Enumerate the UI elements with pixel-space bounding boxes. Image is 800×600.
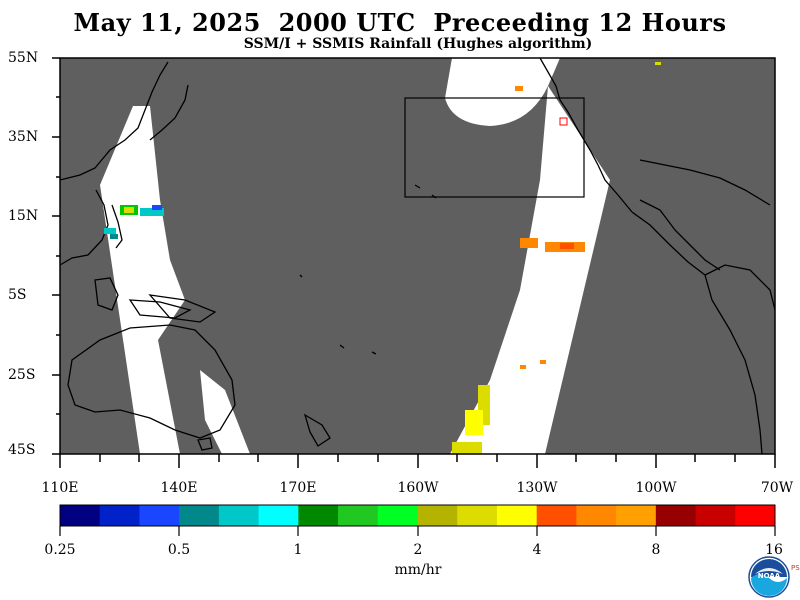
rain-patch <box>540 360 546 364</box>
color-scale-cell <box>298 505 339 526</box>
color-scale-cell <box>377 505 418 526</box>
lon-ticks <box>59 454 776 468</box>
lat-label: 5S <box>8 287 27 303</box>
map-title: May 11, 2025 2000 UTC Preceeding 12 Hour… <box>73 8 727 37</box>
zoom-region-box <box>404 97 585 198</box>
west-swath <box>100 106 185 454</box>
scale-tick-label: 0.25 <box>44 542 76 558</box>
psl-mark: PSL <box>791 564 800 572</box>
color-scale-cell <box>258 505 299 526</box>
noaa-logo: NOAA <box>748 556 790 598</box>
color-scale-cell <box>218 505 260 526</box>
rain-patch <box>520 238 538 248</box>
lon-label: 140E <box>160 480 198 496</box>
lat-label: 55N <box>8 50 39 66</box>
rain-patch <box>124 207 134 213</box>
color-scale-cell <box>576 505 617 526</box>
scale-tick-label: 1 <box>293 542 303 558</box>
color-scale-cell <box>179 505 220 526</box>
color-scale-cell <box>536 505 577 526</box>
scale-tick-label: 4 <box>532 542 542 558</box>
noaa-logo-text: NOAA <box>758 572 781 580</box>
rain-patch <box>140 208 164 216</box>
lat-label: 15N <box>8 208 39 224</box>
scale-tick-label: 0.5 <box>167 542 191 558</box>
scale-tick-label: 2 <box>413 542 423 558</box>
east-swath <box>445 58 610 454</box>
units-label: mm/hr <box>394 562 442 578</box>
rain-patch <box>110 234 118 239</box>
land-masses <box>59 57 776 455</box>
location-marker <box>559 117 568 126</box>
rain-patch <box>655 62 661 65</box>
rain-patch <box>452 442 482 454</box>
map-background <box>60 58 775 454</box>
color-scale-cell <box>695 505 736 526</box>
lon-label: 130W <box>516 480 558 496</box>
color-scale-cell <box>417 505 458 526</box>
rain-patch <box>104 228 116 234</box>
lat-label: 45S <box>8 442 36 458</box>
color-scale-cell <box>616 505 657 526</box>
color-scale-cell <box>735 505 776 526</box>
lat-label: 35N <box>8 129 39 145</box>
rainfall-patches <box>104 62 661 454</box>
color-scale-cell <box>139 505 180 526</box>
rain-patch <box>560 243 574 249</box>
lon-label: 110E <box>41 480 79 496</box>
lat-ticks <box>52 57 60 455</box>
color-scale-cell <box>60 505 101 526</box>
lat-label: 25S <box>8 367 36 383</box>
lon-label: 70W <box>760 480 794 496</box>
map-subtitle: SSM/I + SSMIS Rainfall (Hughes algorithm… <box>243 36 593 52</box>
scale-tick-label: 8 <box>651 542 661 558</box>
lon-label: 100W <box>635 480 677 496</box>
color-scale-cell <box>99 505 140 526</box>
color-scale-cell <box>338 505 379 526</box>
color-scale-cell <box>655 505 697 526</box>
lon-label: 160W <box>397 480 439 496</box>
color-scale-cell <box>457 505 498 526</box>
scale-tick-label: 16 <box>765 542 783 558</box>
rain-patch <box>465 410 483 435</box>
color-scale-cell <box>496 505 538 526</box>
rain-patch <box>515 86 523 91</box>
rain-patch <box>152 205 162 210</box>
lon-label: 170E <box>279 480 317 496</box>
rain-patch <box>520 365 526 369</box>
color-scale-ticks <box>59 526 776 536</box>
